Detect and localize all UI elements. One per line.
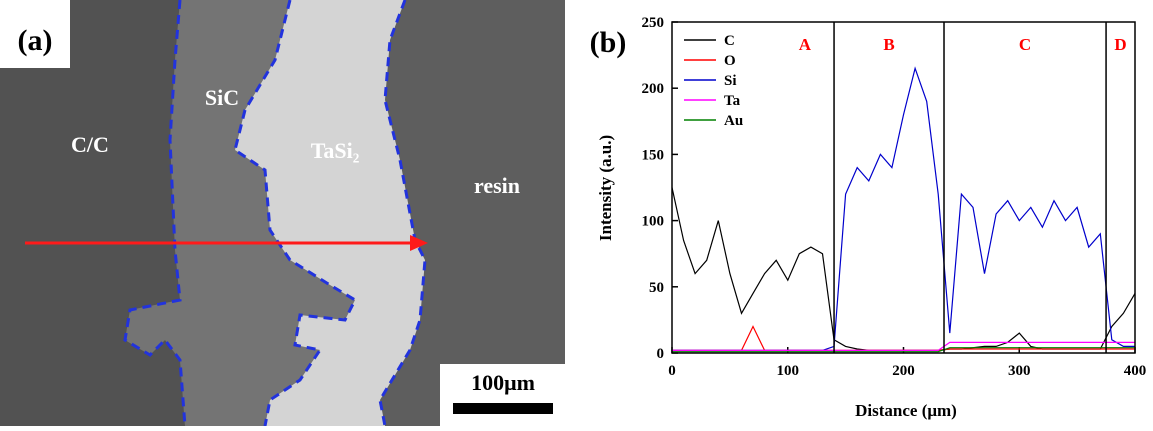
y-axis-label: Intensity (a.u.) bbox=[596, 135, 615, 241]
legend-label: C bbox=[724, 33, 735, 49]
x-axis-label: Distance (μm) bbox=[855, 401, 957, 420]
region-label: resin bbox=[474, 173, 520, 198]
legend-label: O bbox=[724, 53, 736, 69]
y-tick-label: 0 bbox=[657, 346, 665, 362]
boundary bbox=[378, 0, 427, 427]
panel-label: (a) bbox=[18, 24, 53, 57]
scale-box bbox=[440, 364, 565, 426]
x-tick-label: 200 bbox=[892, 363, 915, 379]
legend-label: Au bbox=[724, 113, 743, 129]
region-label: C/C bbox=[71, 132, 109, 157]
region-label: B bbox=[883, 35, 894, 54]
boundary bbox=[123, 0, 187, 427]
region-label: C bbox=[1019, 35, 1031, 54]
region-label: A bbox=[799, 35, 812, 54]
y-tick-label: 200 bbox=[642, 81, 665, 97]
x-tick-label: 0 bbox=[668, 363, 676, 379]
region-label: D bbox=[1114, 35, 1126, 54]
region-label: SiC bbox=[205, 85, 239, 110]
series-line bbox=[672, 347, 1135, 353]
scale-label: 100μm bbox=[471, 370, 535, 395]
y-tick-label: 100 bbox=[642, 214, 665, 230]
sem-image: (a) C/C SiC TaSi₂ resin 100μm bbox=[0, 0, 565, 427]
y-tick-label: 50 bbox=[649, 280, 664, 296]
boundary bbox=[233, 0, 357, 427]
y-tick-label: 150 bbox=[642, 147, 665, 163]
label-box bbox=[0, 0, 70, 68]
x-tick-label: 400 bbox=[1124, 363, 1147, 379]
plot-frame bbox=[671, 21, 1136, 354]
x-tick-label: 100 bbox=[777, 363, 800, 379]
scale-bar bbox=[453, 403, 553, 414]
series-line bbox=[672, 66, 1135, 351]
chart: (b) Distance (μm) Intensity (a.u.) 0 100 2… bbox=[590, 15, 1147, 420]
series-line bbox=[671, 187, 1136, 351]
sic-region bbox=[125, 0, 355, 426]
series-line bbox=[672, 325, 1135, 351]
panel-label: (b) bbox=[590, 26, 627, 59]
tasi2-region bbox=[235, 0, 425, 426]
cc-region bbox=[0, 0, 185, 426]
x-tick-label: 300 bbox=[1008, 363, 1031, 379]
legend-label: Ta bbox=[724, 93, 741, 109]
region-label: TaSi₂ bbox=[311, 138, 360, 163]
legend-label: Si bbox=[724, 73, 737, 89]
scan-arrow-head bbox=[410, 235, 428, 251]
series-line bbox=[672, 341, 1135, 351]
y-tick-label: 250 bbox=[642, 15, 665, 31]
